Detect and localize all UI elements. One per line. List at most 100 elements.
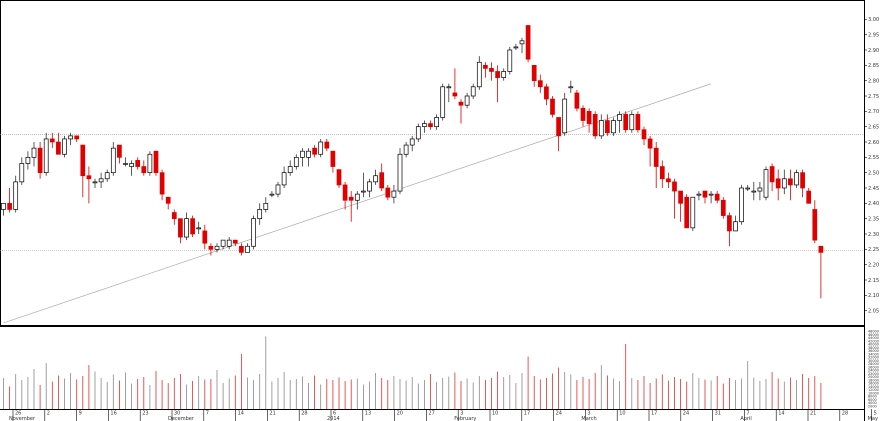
candle-body (25, 156, 31, 164)
candle-body (196, 227, 202, 230)
candle-body (300, 150, 305, 158)
x-tick-label: 13 (365, 411, 371, 417)
candle-body (354, 193, 360, 201)
x-tick-label: 30 (174, 411, 180, 417)
candle-body (208, 245, 214, 250)
candle-body (86, 175, 92, 180)
candle-body (257, 209, 263, 220)
candle-body (165, 196, 171, 204)
candle-body (275, 184, 281, 195)
price-tick-label: 2.40 (868, 201, 879, 207)
candle-body (794, 172, 799, 186)
candle-body (641, 129, 647, 140)
x-tick-label: 26 (15, 411, 21, 417)
candle-body (690, 196, 696, 229)
volume-tick-label: 10000 (868, 391, 879, 395)
price-tick-label: 2.55 (868, 155, 879, 161)
volume-tick-label: 48000 (868, 330, 879, 334)
x-month-label: March (581, 416, 596, 421)
volume-tick-label: 14000 (868, 385, 879, 389)
candle-body (171, 212, 177, 220)
candle-body (446, 86, 452, 89)
candle-body (812, 209, 818, 241)
candle-body (226, 239, 232, 247)
x-tick-label: 21 (269, 411, 275, 417)
volume-tick-label: 38000 (868, 346, 879, 350)
candle-body (422, 123, 427, 128)
x-tick-label: 10 (619, 411, 625, 417)
candle-body (617, 114, 622, 121)
price-panel-frame (0, 0, 865, 326)
candle-body (647, 138, 653, 149)
x-month-label: 2014 (327, 416, 340, 421)
price-tick-label: 2.35 (868, 216, 879, 222)
candle-body (49, 138, 55, 143)
candle-body (458, 101, 464, 106)
volume-tick-label: 30000 (868, 359, 879, 363)
candle-body (531, 64, 537, 82)
candle-body (800, 172, 805, 189)
candle-body (611, 120, 616, 134)
volume-tick-label: 40000 (868, 343, 879, 347)
price-tick-label: 2.30 (868, 232, 879, 238)
candle-body (684, 196, 690, 229)
price-tick-label: 2.70 (868, 109, 879, 115)
volume-tick-label: 34000 (868, 352, 879, 356)
x-tick-label: 10 (492, 411, 498, 417)
price-tick-label: 2.65 (868, 124, 879, 130)
volume-tick-label: 46000 (868, 333, 879, 337)
price-tick-label: 2.85 (868, 63, 879, 69)
x-tick-label: 3 (587, 411, 590, 417)
volume-tick-label: 36000 (868, 349, 879, 353)
candle-body (19, 163, 25, 183)
candle-body (385, 187, 391, 198)
candle-body (452, 92, 458, 97)
candle-body (745, 187, 751, 190)
candle-body (68, 135, 73, 140)
candle-body (629, 114, 635, 131)
x-tick-label: 7 (746, 411, 749, 417)
volume-tick-label: 26000 (868, 365, 879, 369)
candle-body (733, 221, 738, 232)
candle-body (318, 141, 324, 155)
volume-tick-label: 16000 (868, 382, 879, 386)
candle-body (763, 169, 769, 198)
candle-body (159, 172, 165, 195)
candle-body (92, 181, 98, 184)
candle-body (513, 46, 519, 49)
candle-body (434, 117, 439, 128)
candle-body (361, 190, 366, 193)
price-tick-label: 2.25 (868, 247, 879, 253)
x-tick-label: 5 (874, 411, 877, 417)
candle-body (31, 147, 37, 158)
candle-body (489, 68, 494, 72)
x-tick-label: 28 (842, 411, 848, 417)
volume-tick-label: 2000 (868, 404, 877, 408)
candle-body (104, 172, 110, 180)
candle-body (739, 187, 744, 223)
price-tick-label: 2.50 (868, 170, 879, 176)
x-tick-label: 9 (79, 411, 82, 417)
volume-tick-label: 6000 (868, 398, 877, 402)
candle-body (7, 202, 12, 210)
candle-body (702, 190, 708, 198)
candle-body (306, 150, 311, 158)
x-month-label: February (454, 416, 476, 421)
candle-body (397, 153, 403, 192)
candle-body (312, 147, 317, 155)
volume-tick-label: 8000 (868, 395, 877, 399)
candle-body (544, 86, 549, 100)
candle-body (653, 147, 659, 167)
price-tick-label: 2.15 (868, 278, 879, 284)
candle-body (598, 120, 604, 137)
candle-body (519, 40, 525, 45)
candle-body (788, 178, 793, 186)
x-tick-label: 16 (110, 411, 116, 417)
candle-body (214, 245, 220, 250)
x-tick-label: 20 (397, 411, 403, 417)
candle-body (269, 193, 275, 196)
x-tick-label: 7 (206, 411, 209, 417)
candle-body (62, 138, 67, 155)
x-tick-label: 17 (524, 411, 530, 417)
volume-tick-label: 20000 (868, 375, 879, 379)
